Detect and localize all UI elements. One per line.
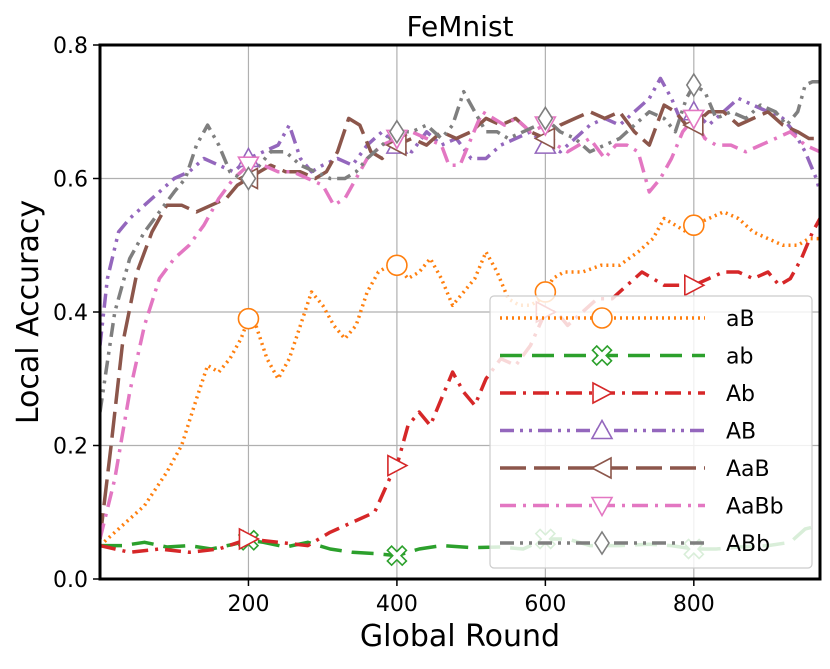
- legend-box: [489, 295, 813, 569]
- series-line-AB: [100, 76, 820, 346]
- marker-ABb: [240, 166, 257, 191]
- legend-marker-Ab: [592, 381, 614, 405]
- marker-AaBb: [682, 109, 706, 131]
- chart-title: FeMnist: [406, 10, 513, 43]
- legend-marker-AaB: [590, 456, 612, 480]
- x-tick-label: 400: [376, 592, 418, 617]
- marker-ABb: [388, 119, 405, 145]
- legend-label-AaB: AaB: [726, 457, 770, 482]
- legend-marker-ABb: [594, 530, 610, 556]
- marker-aB: [237, 307, 260, 330]
- y-tick-label: 0.0: [53, 568, 88, 593]
- legend-marker-AaBb: [590, 496, 614, 518]
- marker-Ab: [387, 454, 409, 477]
- legend-label-AaBb: AaBb: [726, 495, 784, 520]
- marker-Ab: [238, 527, 261, 551]
- legend-label-AB: AB: [726, 420, 756, 445]
- y-axis-label: Local Accuracy: [11, 200, 46, 424]
- x-axis-ticks: 200 400 600 800: [227, 579, 715, 617]
- marker-aB: [683, 214, 705, 237]
- marker-aB: [386, 254, 408, 277]
- legend-label-ABb: ABb: [726, 532, 770, 557]
- x-axis-label: Global Round: [360, 619, 560, 654]
- legend-label-aB: aB: [726, 307, 755, 332]
- legend-marker-ab: [591, 344, 613, 367]
- legend: aB ab Ab AB AaB AaBb ABb: [489, 295, 813, 569]
- series-line-ABb: [100, 79, 820, 413]
- legend-label-Ab: Ab: [726, 382, 755, 407]
- legend-marker-AB: [590, 418, 614, 440]
- y-axis-ticks: 0.0 0.2 0.4 0.6 0.8: [53, 34, 100, 593]
- x-tick-label: 200: [227, 592, 269, 617]
- x-tick-label: 600: [524, 592, 566, 617]
- marker-ABb: [537, 105, 554, 131]
- legend-marker-aB: [591, 307, 613, 329]
- marker-Ab: [684, 273, 706, 297]
- marker-ab: [386, 545, 408, 567]
- x-tick-label: 800: [673, 592, 715, 617]
- legend-label-ab: ab: [726, 345, 753, 370]
- y-tick-label: 0.6: [53, 168, 88, 193]
- plot-frame: [98, 43, 822, 581]
- y-tick-label: 0.8: [53, 34, 88, 59]
- marker-ABb: [685, 72, 702, 98]
- y-tick-label: 0.4: [53, 301, 88, 326]
- y-tick-label: 0.2: [53, 435, 88, 460]
